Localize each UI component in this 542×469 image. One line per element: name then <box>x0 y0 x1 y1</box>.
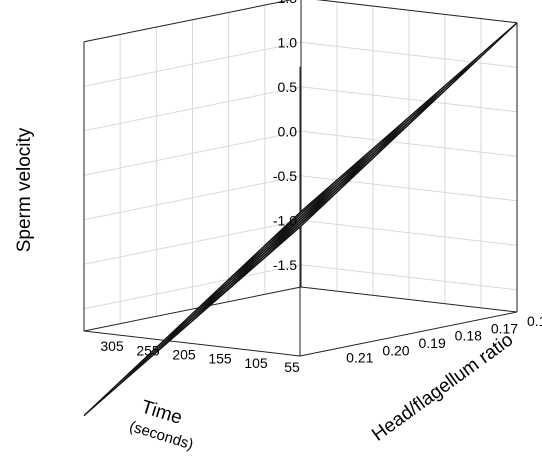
right-wall <box>271 12 517 312</box>
x-tick-label: 55 <box>284 359 300 375</box>
y-tick-labels: 0.16 0.17 0.18 0.19 0.20 0.21 <box>346 313 542 366</box>
z-tick-label: 1.0 <box>278 34 298 50</box>
x-tick-label: 155 <box>208 351 232 367</box>
surface-mesh <box>83 22 518 417</box>
y-tick-label: 0.17 <box>491 320 518 336</box>
frame-edge <box>83 330 301 357</box>
mesh-line-x <box>119 179 338 385</box>
x-tick-label: 305 <box>100 338 124 354</box>
mesh-line-x <box>191 116 410 322</box>
mesh-line-x <box>299 22 518 228</box>
axis-frame <box>83 0 518 357</box>
z-tick-label: 0.0 <box>278 123 298 139</box>
left-wall <box>74 12 271 331</box>
mesh-line-x <box>263 53 482 259</box>
z-tick-label: 1.5 <box>278 0 298 6</box>
z-tick-label: -1.0 <box>273 212 297 228</box>
z-tick-label: -0.5 <box>273 168 297 184</box>
y-tick-label: 0.16 <box>527 313 542 329</box>
frame-edge <box>83 0 293 43</box>
z-tick-label: 0.5 <box>278 79 298 95</box>
frame-edge <box>83 286 302 332</box>
y-tick-label: 0.20 <box>382 342 409 358</box>
z-axis-title: Sperm velocity <box>14 127 35 252</box>
x-tick-label: 105 <box>244 355 268 371</box>
frame-edge <box>300 286 518 313</box>
x-tick-label: 205 <box>172 347 196 363</box>
mesh-line-x <box>83 210 302 417</box>
mesh-line-x <box>155 148 374 354</box>
y-tick-label: 0.19 <box>419 335 446 351</box>
z-tick-label: -1.5 <box>273 257 297 273</box>
x-tick-labels: 55 105 155 205 255 305 <box>100 338 300 375</box>
x-tick-label: 255 <box>136 342 160 358</box>
frame-edge <box>316 0 518 24</box>
y-tick-label: 0.18 <box>455 328 482 344</box>
mesh-line-x <box>227 85 446 291</box>
z-tick-labels: 1.5 1.0 0.5 0.0 -0.5 -1.0 -1.5 <box>273 0 297 273</box>
y-tick-label: 0.21 <box>346 350 373 366</box>
frame-edge <box>299 311 518 357</box>
